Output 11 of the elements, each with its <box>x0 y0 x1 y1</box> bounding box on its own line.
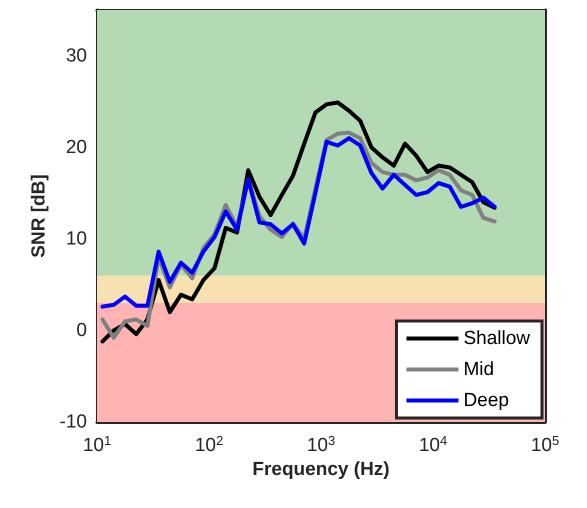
legend-label: Deep <box>463 390 509 411</box>
y-tick-label: 10 <box>66 228 87 250</box>
legend-label: Mid <box>463 359 494 380</box>
y-tick-label: 20 <box>66 136 87 158</box>
line-series <box>100 136 497 309</box>
y-tick-label: 30 <box>66 45 87 66</box>
y-axis-title: SNR [dB] <box>28 174 50 258</box>
x-axis-title: Frequency (Hz) <box>252 459 390 480</box>
legend-label: Shallow <box>463 328 530 349</box>
y-tick-label: 0 <box>76 320 87 341</box>
y-tick-label: -10 <box>60 412 87 432</box>
